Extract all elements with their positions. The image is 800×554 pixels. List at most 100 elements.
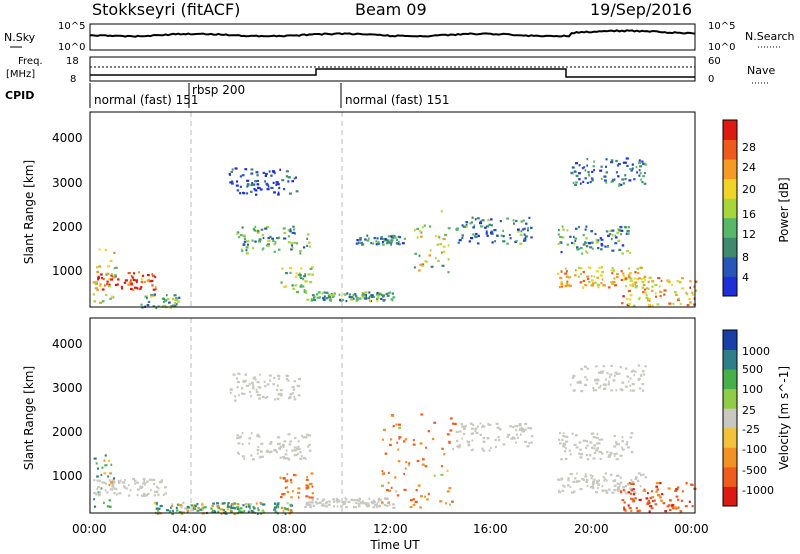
power-cell xyxy=(112,276,116,279)
velocity-cell xyxy=(168,510,172,513)
velocity-cell xyxy=(100,473,103,476)
power-cell xyxy=(401,242,405,245)
power-cell xyxy=(127,272,131,275)
power-cell xyxy=(254,240,257,243)
power-cell xyxy=(231,180,234,183)
power-cell xyxy=(295,190,299,193)
velocity-cell xyxy=(426,498,429,501)
velocity-cell xyxy=(136,494,139,497)
power-cell xyxy=(579,267,583,270)
power-cell xyxy=(139,287,142,290)
velocity-cell xyxy=(96,467,99,470)
velocity-cell xyxy=(671,504,675,507)
power-cell xyxy=(470,237,474,240)
velocity-tick-500: 500 xyxy=(742,363,763,376)
power-cell xyxy=(667,280,669,283)
power-cell xyxy=(377,242,381,245)
power-cell xyxy=(689,286,691,289)
velocity-cell xyxy=(578,380,582,383)
power-cell xyxy=(440,210,443,213)
power-cell xyxy=(642,283,646,286)
power-cell xyxy=(615,276,619,279)
velocity-cell xyxy=(273,508,276,511)
velocity-cell xyxy=(233,512,237,516)
velocity-cell xyxy=(143,479,146,482)
power-colorbar-swatch xyxy=(723,159,737,180)
power-cell xyxy=(292,228,296,231)
velocity-cell xyxy=(569,485,572,488)
velocity-cell xyxy=(567,479,570,482)
power-cell xyxy=(301,285,305,288)
velocity-cell xyxy=(488,423,492,427)
velocity-cell xyxy=(297,440,300,443)
power-cell xyxy=(624,177,627,181)
power-cell xyxy=(348,296,352,299)
power-cell xyxy=(153,293,156,296)
velocity-cell xyxy=(591,432,595,435)
velocity-cell xyxy=(648,510,651,513)
velocity-cell xyxy=(574,434,578,437)
velocity-cell xyxy=(274,398,277,401)
power-cell xyxy=(576,248,580,251)
velocity-cell xyxy=(655,485,658,488)
velocity-cell xyxy=(611,491,615,494)
velocity-cell xyxy=(610,389,613,392)
velocity-cell xyxy=(579,456,583,459)
velocity-cell xyxy=(576,472,578,475)
velocity-cell xyxy=(472,448,474,451)
velocity-cell xyxy=(197,507,200,510)
power-cell xyxy=(321,292,324,295)
velocity-cell xyxy=(596,442,598,445)
velocity-tick-25: 25 xyxy=(742,404,756,417)
power-cell xyxy=(568,284,572,287)
power-cell xyxy=(168,301,171,304)
velocity-cell xyxy=(340,505,343,508)
velocity-cell xyxy=(685,482,688,485)
velocity-cell xyxy=(572,374,576,377)
velocity-cell xyxy=(578,441,582,444)
power-cell xyxy=(289,266,293,270)
velocity-cell xyxy=(318,501,321,504)
velocity-cell xyxy=(586,444,589,447)
velocity-cell xyxy=(668,504,671,507)
power-colorbar-swatch xyxy=(723,178,737,199)
velocity-cell xyxy=(391,414,395,417)
velocity-cell xyxy=(245,384,249,387)
power-cell xyxy=(626,250,629,253)
velocity-cell xyxy=(586,458,590,461)
velocity-cell xyxy=(667,487,671,490)
power-cell xyxy=(144,295,148,298)
power-cell xyxy=(419,263,423,266)
power-cell xyxy=(250,183,254,187)
power-cell xyxy=(236,180,239,183)
velocity-cell xyxy=(515,433,518,436)
power-cell xyxy=(625,285,627,288)
power-cell xyxy=(245,252,249,255)
velocity-cell xyxy=(691,483,694,487)
velocity-cell xyxy=(610,473,613,476)
power-cell xyxy=(578,178,581,181)
power-cell xyxy=(576,246,579,249)
velocity-cell xyxy=(621,446,623,449)
power-cell xyxy=(265,172,268,175)
power-cell xyxy=(267,244,270,248)
velocity-cell xyxy=(107,459,111,462)
velocity-cell xyxy=(571,491,575,494)
velocity-cell xyxy=(124,479,126,482)
velocity-cell xyxy=(260,450,263,453)
power-cell xyxy=(605,165,607,168)
velocity-cell xyxy=(515,429,518,432)
power-cell xyxy=(582,279,585,282)
velocity-cell xyxy=(232,506,236,510)
velocity-cell xyxy=(113,487,116,490)
velocity-cell xyxy=(186,509,190,512)
power-cell xyxy=(574,274,577,277)
velocity-cell xyxy=(637,479,640,482)
velocity-cell xyxy=(139,485,142,488)
power-cell xyxy=(250,172,254,175)
velocity-cell xyxy=(557,478,560,481)
velocity-cell xyxy=(653,499,656,502)
power-cell xyxy=(158,305,161,308)
power-cell xyxy=(597,247,600,250)
velocity-cell xyxy=(682,490,684,493)
